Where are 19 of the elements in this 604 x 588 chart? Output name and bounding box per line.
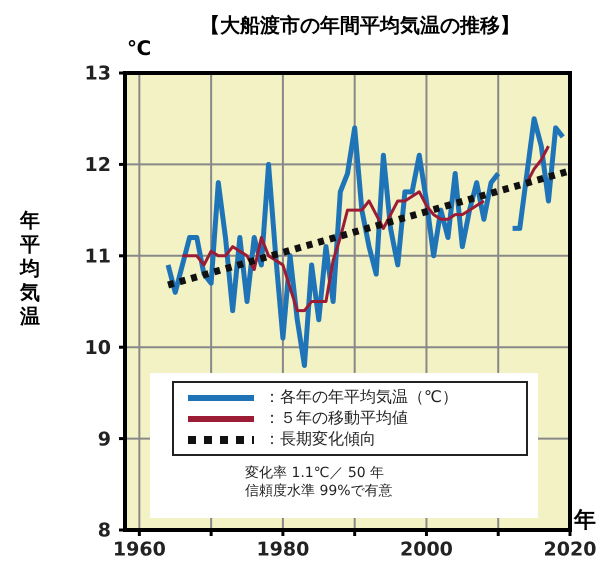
- y-tick-label: 11: [84, 246, 111, 268]
- annotation: 信頼度水準 99%で有意: [245, 482, 394, 500]
- x-axis-title: 年: [574, 507, 596, 535]
- legend-label: ：各年の年平均気温（℃）: [264, 387, 458, 408]
- x-tick-label: 2000: [400, 538, 453, 560]
- y-tick-label: 10: [84, 336, 111, 359]
- y-tick-label: 12: [84, 154, 111, 176]
- x-tick-label: 1960: [112, 538, 166, 560]
- y-tick-label: 8: [98, 520, 111, 542]
- y-tick-label: 13: [84, 62, 111, 85]
- chart-title: 【大船渡市の年間平均気温の推移】: [199, 12, 521, 39]
- text: ℃: [127, 36, 152, 60]
- y-tick-label: 9: [98, 428, 111, 450]
- x-tick-label: 2020: [544, 538, 596, 560]
- legend-label: ：長期変化傾向: [264, 429, 376, 450]
- y-axis-title: 年平均気温: [18, 208, 41, 328]
- annotation: 変化率 1.1℃／ 50 年: [245, 464, 386, 482]
- legend-label: ：５年の移動平均値: [264, 408, 408, 429]
- x-tick-label: 1980: [256, 538, 310, 560]
